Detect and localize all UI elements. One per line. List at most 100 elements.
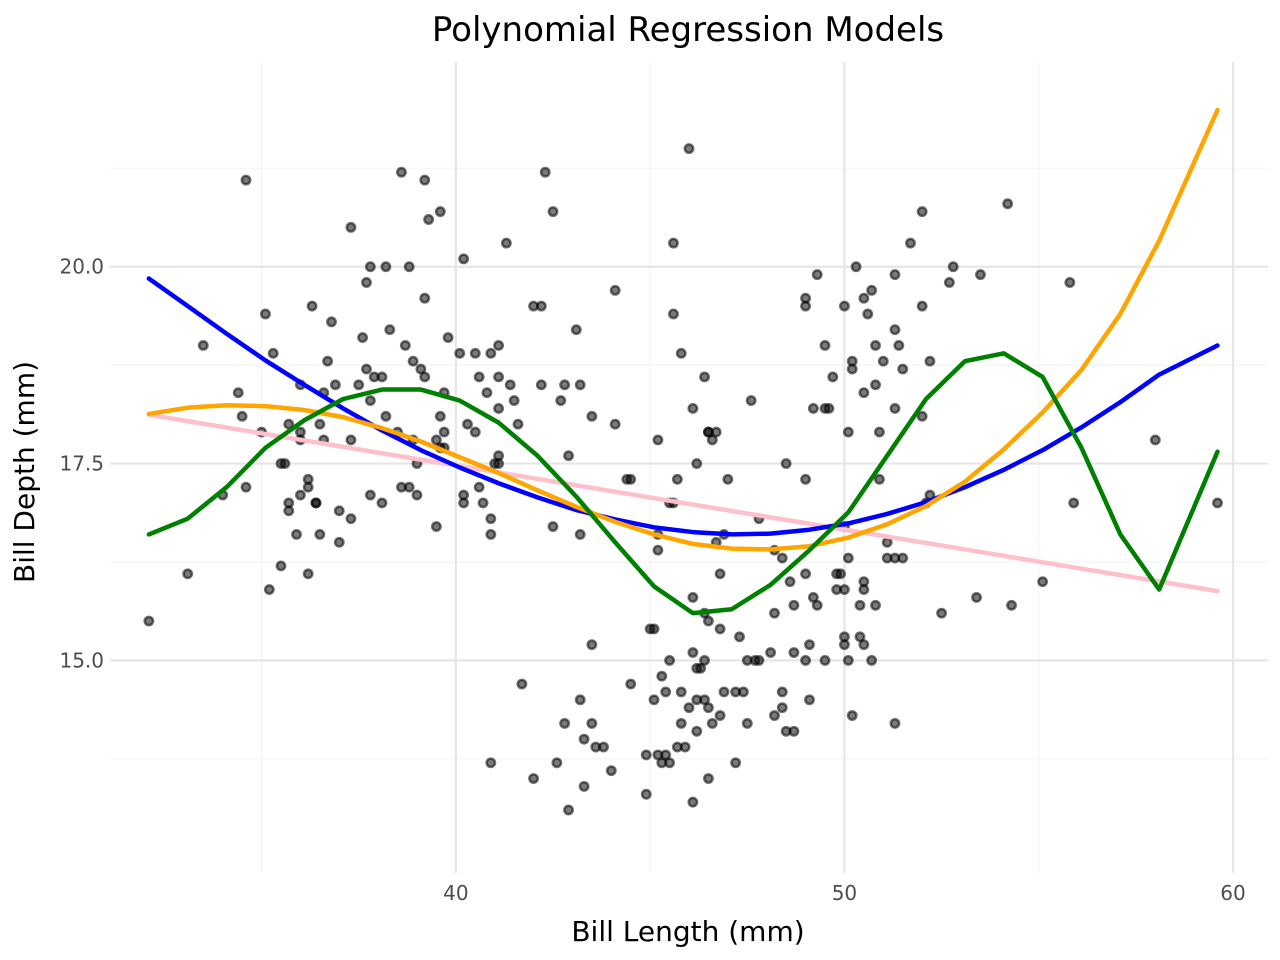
data-point — [741, 717, 753, 729]
data-point — [395, 166, 407, 178]
data-point — [831, 568, 843, 580]
regression-line-2 — [146, 276, 1220, 537]
data-point — [807, 402, 819, 414]
data-point — [850, 261, 862, 273]
y-tick-label: 20.0 — [59, 255, 104, 279]
data-point — [687, 796, 699, 808]
data-point — [866, 284, 878, 296]
data-point — [695, 662, 707, 674]
data-point — [800, 568, 812, 580]
data-point — [652, 434, 664, 446]
regression-lines — [146, 107, 1220, 616]
data-point — [454, 347, 466, 359]
data-point — [477, 497, 489, 509]
data-point — [473, 371, 485, 383]
data-point — [578, 733, 590, 745]
data-point — [516, 678, 528, 690]
data-point — [586, 639, 598, 651]
data-point — [897, 363, 909, 375]
data-point — [539, 166, 551, 178]
data-point — [547, 521, 559, 533]
data-point — [730, 757, 742, 769]
data-point — [574, 528, 586, 540]
data-point — [866, 654, 878, 666]
data-point — [846, 710, 858, 721]
data-point — [314, 528, 326, 540]
data-point — [493, 402, 505, 414]
data-point — [687, 647, 699, 658]
data-point — [734, 631, 745, 643]
data-point — [535, 379, 547, 391]
data-point — [753, 654, 765, 666]
data-point — [947, 261, 959, 273]
data-point — [493, 340, 505, 351]
data-point — [691, 458, 703, 470]
data-point — [609, 418, 621, 430]
data-point — [706, 717, 718, 729]
data-point — [924, 355, 936, 367]
regression-line-3 — [146, 107, 1220, 552]
y-tick-label: 15.0 — [59, 648, 104, 672]
data-point — [469, 426, 481, 438]
data-point — [555, 395, 567, 407]
data-point — [974, 269, 986, 281]
data-point — [776, 686, 788, 698]
data-point — [769, 710, 780, 721]
data-point — [671, 473, 683, 485]
data-point — [699, 694, 710, 706]
data-point — [675, 686, 687, 698]
data-point — [893, 340, 905, 351]
data-point — [780, 458, 792, 470]
data-point — [294, 489, 306, 501]
data-point — [528, 773, 540, 784]
data-point — [333, 505, 345, 517]
data-point — [675, 717, 687, 729]
y-tick-label: 17.5 — [59, 452, 104, 476]
data-point — [811, 269, 823, 281]
data-point — [819, 402, 831, 414]
data-point — [403, 481, 415, 493]
data-point — [259, 308, 271, 320]
data-point — [345, 513, 357, 525]
scatter-points — [143, 143, 1223, 816]
data-point — [376, 497, 388, 509]
data-point — [481, 387, 493, 399]
data-point — [788, 599, 800, 611]
data-point — [563, 450, 574, 462]
data-point — [870, 599, 881, 611]
data-point — [364, 489, 376, 501]
data-point — [668, 237, 679, 249]
data-point — [699, 371, 710, 383]
data-point — [683, 702, 695, 714]
data-point — [302, 568, 314, 580]
data-point — [827, 371, 839, 383]
data-point — [660, 686, 672, 698]
x-axis-title: Bill Length (mm) — [571, 915, 804, 948]
data-point — [660, 749, 672, 761]
data-point — [357, 332, 369, 344]
data-point — [590, 741, 602, 753]
data-point — [800, 654, 812, 666]
data-point — [1002, 198, 1014, 210]
data-point — [889, 717, 901, 729]
data-point — [889, 269, 901, 281]
data-point — [430, 521, 442, 533]
data-point — [197, 340, 209, 351]
data-point — [905, 237, 916, 249]
data-point — [788, 647, 800, 658]
data-point — [143, 615, 155, 627]
data-point — [512, 418, 524, 430]
data-point — [687, 591, 699, 603]
chart-title: Polynomial Regression Models — [432, 10, 944, 50]
data-point — [889, 402, 901, 414]
x-tick-label: 60 — [1220, 881, 1245, 905]
data-point — [846, 363, 858, 375]
data-point — [485, 347, 497, 359]
data-point — [804, 694, 815, 706]
data-point — [586, 717, 598, 729]
data-point — [493, 371, 505, 383]
data-point — [1149, 434, 1161, 446]
data-point — [609, 284, 621, 296]
data-point — [811, 599, 823, 611]
